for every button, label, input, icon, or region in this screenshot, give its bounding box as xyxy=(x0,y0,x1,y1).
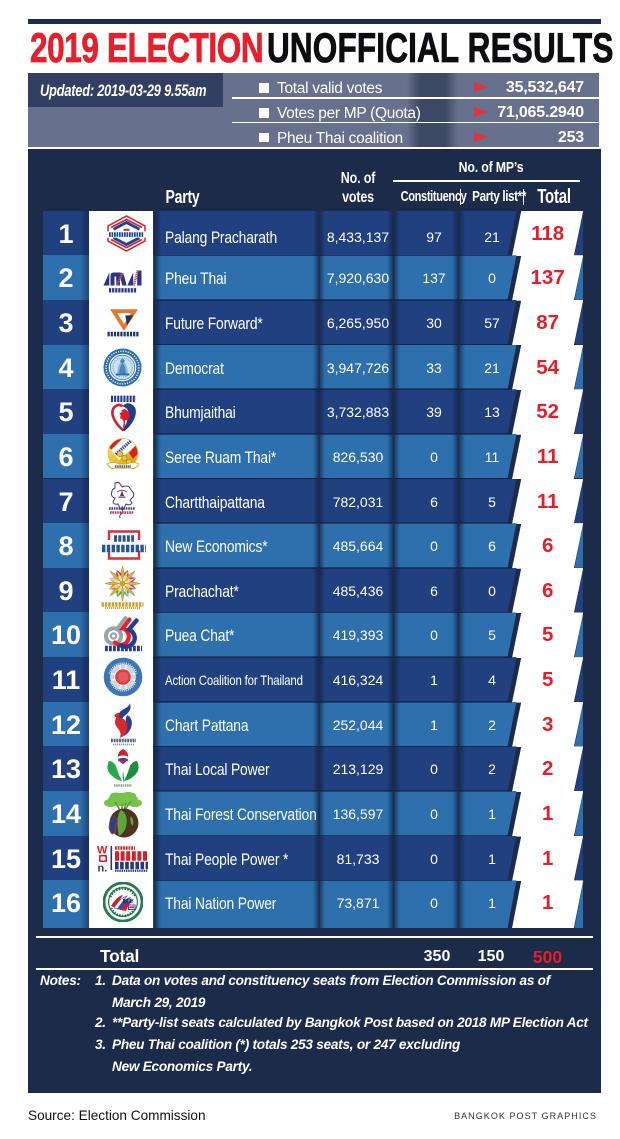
svg-text:n.: n. xyxy=(98,863,108,873)
svg-text:W: W xyxy=(97,845,108,857)
